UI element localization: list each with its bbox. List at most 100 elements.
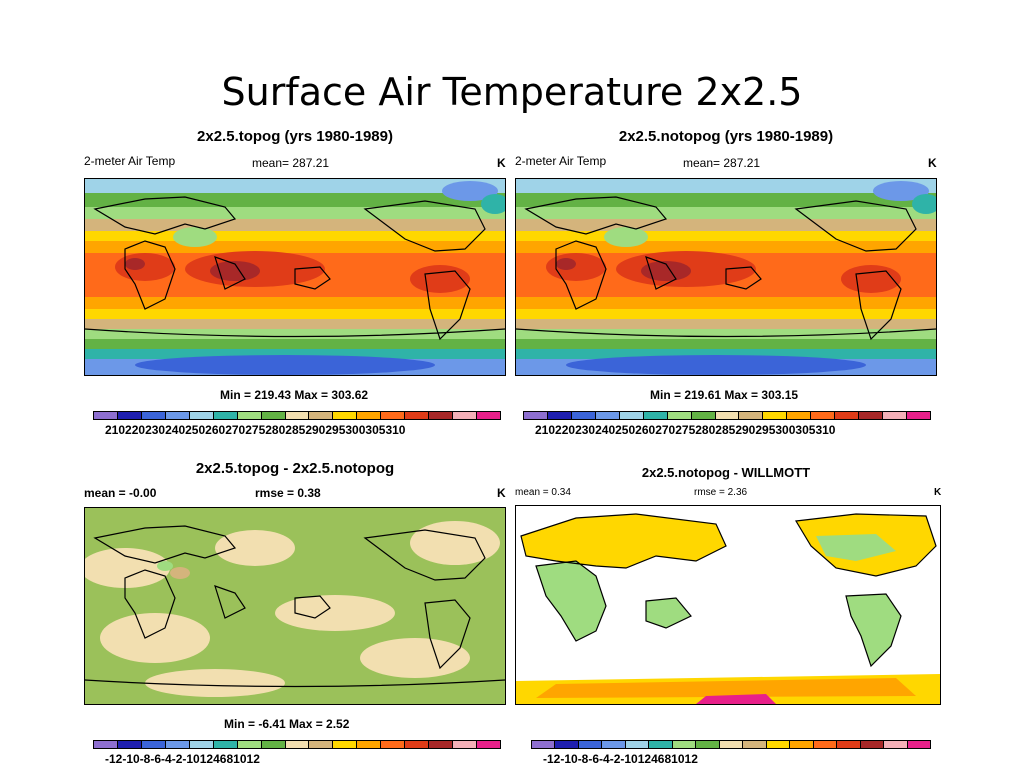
colorbar-tick: 10 — [671, 752, 685, 766]
panel-3-difference-map — [84, 507, 506, 705]
colorbar-swatch — [213, 412, 238, 419]
colorbar-swatch — [237, 412, 262, 419]
colorbar-tick: 250 — [185, 423, 206, 437]
colorbar-swatch — [381, 412, 406, 419]
colorbar-swatch — [547, 412, 572, 419]
colorbar-tick: 300 — [345, 423, 366, 437]
colorbar-swatch — [571, 412, 596, 419]
panel-3-title: 2x2.5.topog - 2x2.5.notopog — [195, 460, 395, 477]
colorbar-swatch — [907, 741, 930, 748]
colorbar-swatch — [237, 741, 262, 748]
colorbar-swatch — [165, 741, 190, 748]
panel-4-difference-map — [515, 505, 941, 705]
panel-4-colorbar-ticks: -12 -10 -8 -6 -4 -2 -1 0 1 2 4 6 8 10 12 — [543, 752, 919, 766]
colorbar-swatch — [94, 412, 118, 419]
colorbar-swatch — [381, 741, 406, 748]
colorbar-tick: 230 — [575, 423, 596, 437]
panel-4-map-graphic — [516, 506, 940, 704]
colorbar-tick: 250 — [615, 423, 636, 437]
colorbar-tick: 1 — [637, 752, 645, 766]
colorbar-tick: -12 — [105, 752, 123, 766]
colorbar-tick: 12 — [246, 752, 260, 766]
colorbar-tick: 8 — [226, 752, 234, 766]
panel-2-left-label: 2-meter Air Temp — [515, 154, 607, 168]
colorbar-tick: -8 — [577, 752, 589, 766]
colorbar-tick: 285 — [285, 423, 306, 437]
colorbar-swatch — [883, 412, 907, 419]
colorbar-tick: 275 — [245, 423, 266, 437]
colorbar-swatch — [715, 412, 740, 419]
colorbar-tick: 4 — [213, 752, 220, 766]
panel-3-mean-label: mean = -0.00 — [84, 486, 157, 500]
panel-1-map-graphic — [85, 179, 505, 375]
colorbar-tick: 300 — [775, 423, 796, 437]
panel-1-temperature-map — [84, 178, 506, 376]
panel-2-temperature-map — [515, 178, 937, 376]
panel-4-rmse-label: rmse = 2.36 — [694, 487, 748, 498]
colorbar-swatch — [141, 412, 166, 419]
panel-3-units-label: K — [497, 486, 506, 500]
colorbar-tick: 275 — [675, 423, 696, 437]
panel-1-title: 2x2.5.topog (yrs 1980-1989) — [197, 128, 393, 145]
colorbar-swatch — [453, 412, 477, 419]
colorbar-swatch — [667, 412, 692, 419]
colorbar-swatch — [405, 412, 430, 419]
colorbar-swatch — [790, 741, 814, 748]
panel-2-minmax: Min = 219.61 Max = 303.15 — [650, 388, 799, 402]
colorbar-tick: 4 — [651, 752, 658, 766]
colorbar-swatch — [429, 741, 454, 748]
colorbar-tick: 6 — [219, 752, 227, 766]
colorbar-swatch — [813, 741, 838, 748]
colorbar-swatch — [189, 741, 214, 748]
panel-1-colorbar — [93, 411, 501, 420]
colorbar-swatch — [696, 741, 720, 748]
colorbar-swatch — [141, 741, 166, 748]
colorbar-tick: 305 — [365, 423, 386, 437]
panel-1-left-label: 2-meter Air Temp — [84, 154, 176, 168]
colorbar-swatch — [691, 412, 716, 419]
panel-1-mean-label: mean= 287.21 — [252, 156, 330, 170]
panel-2-colorbar-ticks: 210 220 230 240 250 260 270 275 280 285 290 295 300 3… — [535, 423, 919, 437]
colorbar-swatch — [357, 741, 382, 748]
colorbar-swatch — [719, 741, 744, 748]
colorbar-tick: 0 — [631, 752, 638, 766]
colorbar-tick: 210 — [105, 423, 126, 437]
colorbar-swatch — [811, 412, 836, 419]
colorbar-tick: 310 — [385, 423, 406, 437]
colorbar-swatch — [165, 412, 190, 419]
colorbar-tick: 240 — [595, 423, 616, 437]
panel-2-colorbar — [523, 411, 931, 420]
colorbar-tick: -2 — [171, 752, 183, 766]
colorbar-swatch — [261, 412, 286, 419]
colorbar-swatch — [429, 412, 454, 419]
colorbar-tick: 270 — [655, 423, 676, 437]
colorbar-swatch — [285, 412, 310, 419]
colorbar-swatch — [309, 412, 334, 419]
colorbar-tick: 220 — [125, 423, 146, 437]
colorbar-tick: -4 — [599, 752, 610, 766]
colorbar-swatch — [578, 741, 603, 748]
colorbar-swatch — [213, 741, 238, 748]
colorbar-tick: -10 — [560, 752, 578, 766]
colorbar-swatch — [309, 741, 334, 748]
colorbar-tick: 295 — [755, 423, 776, 437]
colorbar-tick: 1 — [199, 752, 207, 766]
colorbar-swatch — [477, 412, 500, 419]
colorbar-tick: 295 — [325, 423, 346, 437]
colorbar-swatch — [595, 412, 620, 419]
panel-3-map-graphic — [85, 508, 505, 704]
colorbar-swatch — [907, 412, 930, 419]
colorbar-swatch — [532, 741, 556, 748]
colorbar-tick: 305 — [795, 423, 816, 437]
colorbar-swatch — [453, 741, 477, 748]
panel-1-minmax: Min = 219.43 Max = 303.62 — [220, 388, 369, 402]
colorbar-tick: 310 — [815, 423, 836, 437]
colorbar-tick: 210 — [535, 423, 556, 437]
colorbar-swatch — [405, 741, 430, 748]
panel-3-colorbar — [93, 740, 501, 749]
colorbar-tick: -1 — [182, 752, 194, 766]
colorbar-swatch — [884, 741, 908, 748]
colorbar-tick: -8 — [139, 752, 151, 766]
colorbar-tick: 2 — [644, 752, 652, 766]
colorbar-swatch — [117, 741, 142, 748]
